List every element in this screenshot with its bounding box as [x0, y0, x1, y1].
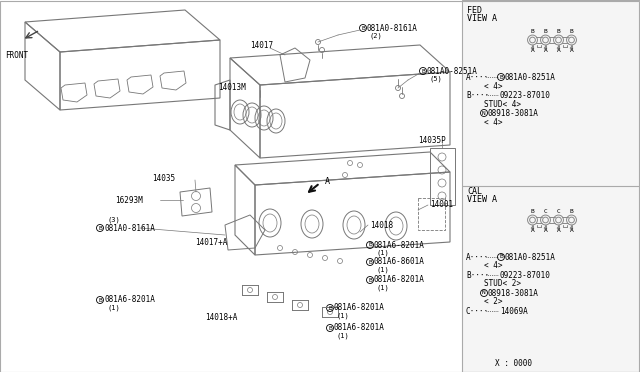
Text: B: B: [421, 68, 425, 74]
Text: < 4>: < 4>: [484, 262, 502, 270]
Text: FED: FED: [467, 6, 482, 15]
Text: B: B: [368, 260, 372, 264]
Text: 08918-3081A: 08918-3081A: [488, 109, 539, 118]
Text: FRONT: FRONT: [5, 51, 28, 60]
Text: N: N: [482, 291, 486, 295]
Text: C: C: [543, 209, 547, 214]
Text: B: B: [531, 209, 534, 214]
Text: C····: C····: [466, 307, 489, 315]
Text: 14018: 14018: [370, 221, 393, 230]
Text: 14069A: 14069A: [500, 307, 528, 315]
Text: B: B: [557, 29, 561, 33]
Text: (3): (3): [107, 217, 120, 223]
Text: CAL: CAL: [467, 186, 482, 196]
Text: (1): (1): [377, 250, 390, 256]
Text: 14035: 14035: [152, 173, 175, 183]
Text: B: B: [328, 305, 332, 311]
Text: B: B: [368, 278, 372, 282]
Text: A: A: [531, 48, 534, 53]
Text: STUD< 2>: STUD< 2>: [484, 279, 521, 289]
Text: 081A6-8201A: 081A6-8201A: [374, 276, 425, 285]
Text: VIEW A: VIEW A: [467, 13, 497, 22]
Text: STUD< 4>: STUD< 4>: [484, 99, 521, 109]
Text: 081A0-8251A: 081A0-8251A: [505, 253, 556, 262]
Text: 14035P: 14035P: [418, 135, 445, 144]
Text: B: B: [531, 29, 534, 33]
Text: A····: A····: [466, 73, 489, 81]
Text: 081A6-8201A: 081A6-8201A: [374, 241, 425, 250]
Text: X : 0000: X : 0000: [495, 359, 532, 369]
Text: B····: B····: [466, 270, 489, 279]
Text: (1): (1): [107, 305, 120, 311]
Text: 09223-87010: 09223-87010: [500, 270, 551, 279]
Text: (1): (1): [337, 313, 349, 319]
Text: 14001: 14001: [430, 199, 453, 208]
Text: 081A6-8601A: 081A6-8601A: [374, 257, 425, 266]
Text: B: B: [499, 254, 503, 260]
Text: B: B: [368, 243, 372, 247]
Text: VIEW A: VIEW A: [467, 195, 497, 203]
Text: A: A: [570, 228, 573, 233]
Text: 09223-87010: 09223-87010: [500, 90, 551, 99]
Text: B: B: [570, 29, 573, 33]
Text: A: A: [325, 176, 330, 186]
Text: 081A0-8251A: 081A0-8251A: [505, 73, 556, 81]
Text: B: B: [328, 326, 332, 330]
Text: B: B: [361, 26, 365, 31]
Text: 14017: 14017: [250, 41, 273, 49]
Text: B: B: [570, 209, 573, 214]
Text: A: A: [543, 48, 547, 53]
Text: (1): (1): [377, 285, 390, 291]
Text: < 2>: < 2>: [484, 298, 502, 307]
Text: 081A6-8201A: 081A6-8201A: [334, 324, 385, 333]
Bar: [462, 0, 640, 372]
Text: < 4>: < 4>: [484, 118, 502, 126]
Text: B: B: [98, 225, 102, 231]
Text: 14013M: 14013M: [218, 83, 246, 92]
Text: A: A: [557, 48, 561, 53]
Text: (1): (1): [377, 267, 390, 273]
Text: < 4>: < 4>: [484, 81, 502, 90]
Text: (1): (1): [337, 333, 349, 339]
Text: (2): (2): [370, 33, 383, 39]
Text: 14017+A: 14017+A: [195, 237, 227, 247]
Text: 16293M: 16293M: [115, 196, 143, 205]
Text: A: A: [557, 228, 561, 233]
Text: C: C: [557, 209, 561, 214]
Text: B····: B····: [466, 90, 489, 99]
Text: A: A: [570, 48, 573, 53]
Text: 14018+A: 14018+A: [205, 314, 237, 323]
Text: B: B: [543, 29, 547, 33]
Text: (5): (5): [430, 76, 443, 82]
Text: A: A: [531, 228, 534, 233]
Text: 081A6-8201A: 081A6-8201A: [104, 295, 155, 305]
Text: B: B: [98, 298, 102, 302]
Text: 081A6-8201A: 081A6-8201A: [334, 304, 385, 312]
Text: B: B: [499, 74, 503, 80]
Text: A····: A····: [466, 253, 489, 262]
Text: 081A0-8251A: 081A0-8251A: [427, 67, 478, 76]
Text: 081A0-8161A: 081A0-8161A: [104, 224, 155, 232]
Text: 08918-3081A: 08918-3081A: [488, 289, 539, 298]
Text: A: A: [543, 228, 547, 233]
Text: N: N: [482, 110, 486, 115]
Text: 081A0-8161A: 081A0-8161A: [367, 23, 418, 32]
